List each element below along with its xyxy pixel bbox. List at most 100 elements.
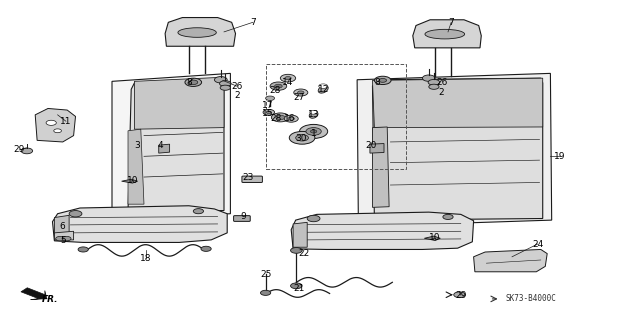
Polygon shape bbox=[35, 108, 76, 142]
Circle shape bbox=[266, 111, 271, 114]
Circle shape bbox=[201, 246, 211, 251]
Circle shape bbox=[189, 80, 198, 85]
Text: 4: 4 bbox=[157, 141, 163, 150]
Text: 20: 20 bbox=[365, 141, 377, 150]
Polygon shape bbox=[372, 78, 543, 128]
Text: 10: 10 bbox=[127, 176, 139, 185]
Text: 21: 21 bbox=[294, 284, 305, 293]
Text: 18: 18 bbox=[140, 254, 152, 263]
Circle shape bbox=[56, 236, 65, 241]
Polygon shape bbox=[291, 212, 474, 249]
Polygon shape bbox=[474, 249, 547, 272]
Text: 24: 24 bbox=[532, 240, 543, 249]
Circle shape bbox=[319, 84, 328, 88]
Circle shape bbox=[306, 128, 321, 135]
Text: 11: 11 bbox=[60, 117, 72, 126]
Polygon shape bbox=[128, 78, 224, 212]
Polygon shape bbox=[370, 144, 384, 153]
Circle shape bbox=[46, 120, 56, 125]
Circle shape bbox=[285, 77, 291, 80]
Text: 22: 22 bbox=[298, 249, 310, 258]
Text: 30: 30 bbox=[295, 134, 307, 143]
Text: 3: 3 bbox=[135, 141, 140, 150]
Text: 28: 28 bbox=[269, 86, 281, 95]
Ellipse shape bbox=[425, 29, 465, 39]
Circle shape bbox=[193, 209, 204, 214]
Text: 23: 23 bbox=[243, 173, 254, 182]
Polygon shape bbox=[134, 77, 224, 129]
Circle shape bbox=[294, 89, 308, 96]
Circle shape bbox=[429, 84, 439, 89]
Text: 29: 29 bbox=[13, 145, 25, 154]
Text: 16: 16 bbox=[284, 114, 295, 122]
Polygon shape bbox=[372, 78, 543, 220]
Text: 26: 26 bbox=[436, 78, 447, 87]
Circle shape bbox=[21, 148, 33, 154]
Circle shape bbox=[310, 110, 317, 114]
Circle shape bbox=[62, 236, 71, 241]
Circle shape bbox=[220, 81, 231, 86]
Text: FR.: FR. bbox=[42, 295, 58, 304]
Text: 7: 7 bbox=[449, 18, 454, 27]
Text: 9: 9 bbox=[241, 212, 246, 221]
Polygon shape bbox=[128, 129, 144, 204]
Circle shape bbox=[310, 130, 317, 133]
Text: 8: 8 bbox=[375, 78, 380, 87]
Circle shape bbox=[289, 131, 315, 144]
Circle shape bbox=[288, 117, 294, 120]
Bar bbox=[266, 64, 406, 169]
Circle shape bbox=[374, 76, 391, 85]
FancyBboxPatch shape bbox=[242, 176, 262, 182]
Circle shape bbox=[443, 214, 453, 219]
Polygon shape bbox=[112, 73, 230, 219]
Text: 5: 5 bbox=[60, 236, 65, 245]
Circle shape bbox=[266, 96, 275, 100]
Circle shape bbox=[220, 85, 230, 90]
Polygon shape bbox=[413, 20, 481, 48]
Polygon shape bbox=[357, 73, 552, 226]
Circle shape bbox=[276, 115, 285, 120]
Circle shape bbox=[307, 215, 320, 222]
Polygon shape bbox=[372, 127, 389, 207]
Circle shape bbox=[284, 115, 298, 122]
Text: 12: 12 bbox=[317, 85, 329, 94]
Polygon shape bbox=[21, 288, 47, 300]
Text: 29: 29 bbox=[455, 291, 467, 300]
Polygon shape bbox=[52, 206, 227, 242]
Text: 13: 13 bbox=[308, 110, 319, 119]
Circle shape bbox=[300, 124, 328, 138]
Text: 2: 2 bbox=[234, 91, 239, 100]
Polygon shape bbox=[424, 236, 440, 241]
Circle shape bbox=[291, 283, 302, 289]
Text: 10: 10 bbox=[429, 233, 441, 242]
Circle shape bbox=[78, 247, 88, 252]
Polygon shape bbox=[54, 231, 74, 240]
Circle shape bbox=[270, 82, 287, 90]
Polygon shape bbox=[293, 222, 307, 247]
Circle shape bbox=[298, 91, 304, 94]
Text: 2: 2 bbox=[439, 88, 444, 97]
Text: 14: 14 bbox=[282, 78, 294, 87]
Text: 15: 15 bbox=[262, 109, 273, 118]
Text: SK73-B4000C: SK73-B4000C bbox=[506, 294, 556, 303]
Circle shape bbox=[422, 75, 435, 81]
Circle shape bbox=[260, 290, 271, 295]
Circle shape bbox=[428, 79, 440, 85]
Circle shape bbox=[275, 84, 282, 88]
Text: 6: 6 bbox=[60, 222, 65, 231]
FancyBboxPatch shape bbox=[234, 216, 250, 221]
Circle shape bbox=[280, 74, 296, 82]
Circle shape bbox=[69, 211, 82, 217]
Text: 7: 7 bbox=[250, 18, 255, 27]
Text: 19: 19 bbox=[554, 152, 566, 161]
Text: 28: 28 bbox=[271, 114, 282, 122]
Polygon shape bbox=[159, 144, 170, 153]
Polygon shape bbox=[54, 215, 69, 240]
Text: 26: 26 bbox=[231, 82, 243, 91]
Circle shape bbox=[454, 292, 465, 298]
Circle shape bbox=[291, 248, 302, 253]
Polygon shape bbox=[122, 179, 138, 183]
Circle shape bbox=[214, 77, 227, 83]
Circle shape bbox=[296, 135, 308, 141]
Text: 8: 8 bbox=[186, 78, 191, 87]
